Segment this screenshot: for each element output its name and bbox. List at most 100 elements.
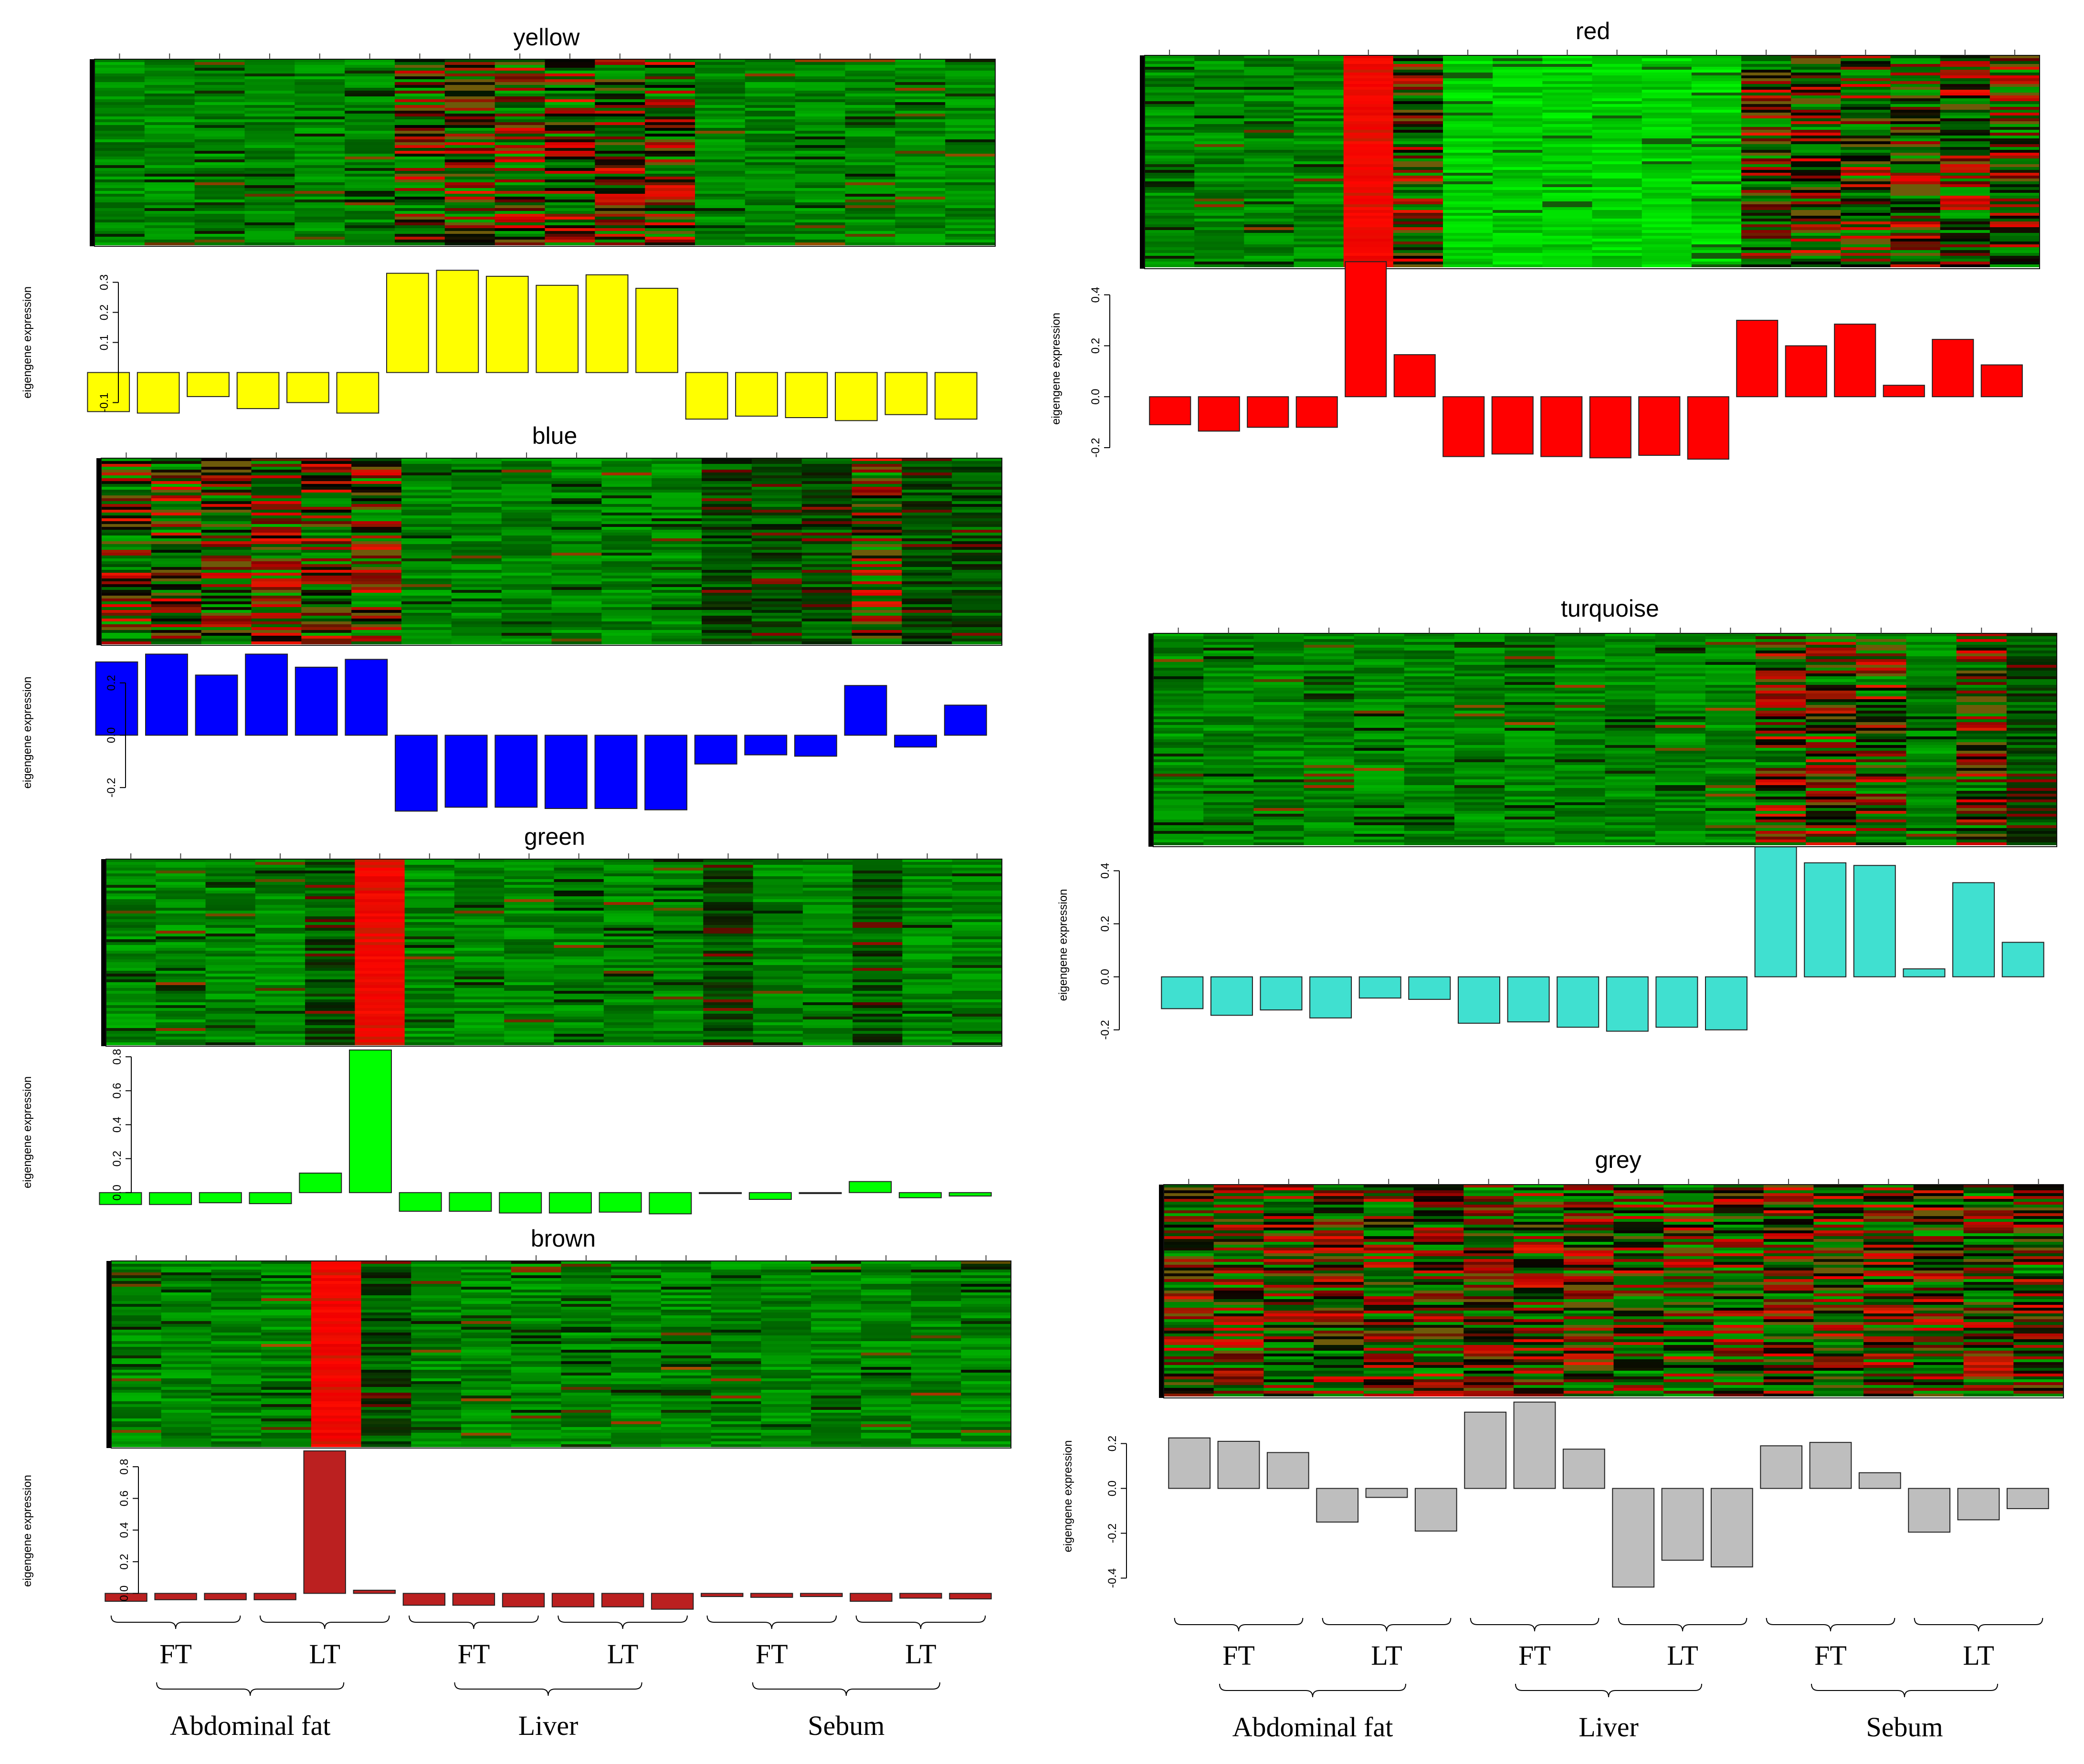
green-bars [99, 1050, 992, 1215]
blue-bar-8 [444, 735, 488, 808]
yellow-bar-5 [286, 372, 329, 403]
green-bar-15 [799, 1192, 842, 1194]
green-module-panel: green 0.0 0.2 0.4 0.6 0.8 eigengene expression [21, 823, 1002, 1215]
turquoise-bar-17 [1952, 882, 1995, 977]
blue-heatmap [96, 452, 1002, 646]
brown-bar-3 [204, 1593, 247, 1600]
blue-bar-1 [95, 661, 138, 736]
yellow-bar-1 [87, 372, 130, 412]
turquoise-bar-7 [1458, 976, 1500, 1024]
brown-ylabel: eigengene expression [21, 1475, 34, 1587]
red-ytick-label: 0.2 [1089, 338, 1102, 354]
brown-bar-1 [105, 1593, 147, 1602]
brown-ytick-label: 0.0 [118, 1586, 131, 1601]
red-bar-11 [1638, 396, 1681, 456]
red-bar-1 [1149, 396, 1191, 425]
brown-ytick-label: 0.4 [118, 1522, 131, 1538]
brown-ytick-label: 0.6 [118, 1491, 131, 1506]
blue-bar-11 [594, 735, 638, 809]
tissue-label: Liver [1579, 1712, 1639, 1743]
blue-bar-3 [195, 674, 238, 736]
turquoise-bar-14 [1804, 862, 1847, 977]
brown-bar-2 [154, 1593, 197, 1600]
grey-bar-14 [1809, 1442, 1852, 1489]
turquoise-bar-6 [1408, 976, 1451, 1000]
brown-ytick-label: 0.2 [118, 1554, 131, 1569]
blue-bar-14 [744, 735, 788, 756]
green-bar-2 [149, 1192, 192, 1205]
yellow-bar-13 [685, 372, 728, 420]
yellow-bar-18 [934, 372, 978, 420]
green-ytick-label: 0.2 [111, 1151, 124, 1166]
green-ytick-label: 0.6 [111, 1083, 124, 1099]
red-ylabel: eigengene expression [1050, 313, 1063, 425]
grey-title: grey [1595, 1146, 1641, 1173]
grey-bar-8 [1513, 1401, 1556, 1489]
brown-bar-10 [551, 1593, 595, 1607]
turquoise-ytick-label: -0.2 [1099, 1020, 1112, 1040]
group-label: LT [1371, 1640, 1402, 1671]
green-bar-17 [898, 1192, 942, 1198]
green-bar-13 [699, 1192, 742, 1194]
red-heatmap [1140, 50, 2040, 269]
brown-heatmap [106, 1255, 1011, 1449]
turquoise-bar-4 [1309, 976, 1352, 1018]
group-label: LT [1963, 1640, 1994, 1671]
blue-bar-13 [694, 735, 737, 765]
tissue-label: Abdominal fat [170, 1710, 331, 1741]
group-label: LT [607, 1638, 639, 1670]
yellow-bar-7 [386, 273, 429, 373]
blue-bar-7 [395, 735, 438, 812]
yellow-bars [87, 270, 978, 421]
grey-ytick-label: 0.0 [1106, 1480, 1119, 1496]
blue-title: blue [532, 422, 578, 449]
blue-bar-12 [644, 735, 687, 810]
grey-bars [1168, 1401, 2049, 1588]
grey-ytick-label: 0.2 [1106, 1436, 1119, 1451]
grey-bar-4 [1316, 1488, 1359, 1523]
red-bar-4 [1295, 396, 1338, 428]
blue-ytick-label: -0.2 [105, 777, 118, 797]
green-title: green [524, 823, 585, 850]
green-y-axis: 0.0 0.2 0.4 0.6 0.8 eigengene expression [21, 1049, 132, 1200]
brown-ytick-label: 0.8 [118, 1459, 131, 1474]
grey-bar-3 [1266, 1452, 1309, 1489]
yellow-bar-3 [187, 372, 230, 397]
grey-heatmap [1159, 1179, 2064, 1398]
blue-bar-2 [145, 653, 188, 736]
green-bar-9 [499, 1192, 542, 1214]
group-label: FT [159, 1638, 192, 1670]
yellow-ytick-label: 0.3 [98, 274, 111, 290]
red-bar-16 [1883, 385, 1925, 398]
brown-bar-11 [601, 1593, 644, 1607]
red-bar-6 [1393, 354, 1436, 398]
turquoise-bar-2 [1210, 976, 1253, 1016]
green-bar-11 [599, 1192, 642, 1213]
green-ytick-label: 0.0 [111, 1185, 124, 1200]
red-module-panel: red -0.2 0.0 0.2 0.4 eigengene expression [1050, 18, 2040, 460]
turquoise-bar-5 [1358, 976, 1401, 999]
grey-bar-15 [1858, 1472, 1901, 1489]
turquoise-bar-10 [1606, 976, 1649, 1032]
yellow-bar-11 [585, 274, 629, 373]
brown-bar-16 [850, 1593, 893, 1602]
red-y-axis: -0.2 0.0 0.2 0.4 eigengene expression [1050, 287, 1110, 458]
red-bar-15 [1834, 324, 1876, 398]
turquoise-title: turquoise [1561, 595, 1659, 622]
yellow-bar-2 [137, 372, 180, 414]
grey-ytick-label: -0.4 [1106, 1568, 1119, 1588]
grey-bar-6 [1414, 1488, 1457, 1532]
group-label: FT [1222, 1640, 1255, 1671]
green-bar-14 [748, 1192, 792, 1200]
green-bar-5 [299, 1172, 342, 1193]
yellow-ylabel: eigengene expression [21, 286, 34, 399]
group-label: LT [905, 1638, 937, 1670]
group-label: FT [756, 1638, 788, 1670]
red-ytick-label: 0.0 [1089, 389, 1102, 405]
red-bar-2 [1198, 396, 1240, 432]
brown-module-panel: brown 0.0 0.2 0.4 0.6 0.8 eigengene expression [21, 1225, 1011, 1610]
blue-bar-10 [544, 735, 588, 809]
turquoise-ytick-label: 0.4 [1099, 863, 1112, 879]
brown-bar-5 [303, 1450, 346, 1594]
turquoise-bar-18 [2001, 942, 2044, 977]
